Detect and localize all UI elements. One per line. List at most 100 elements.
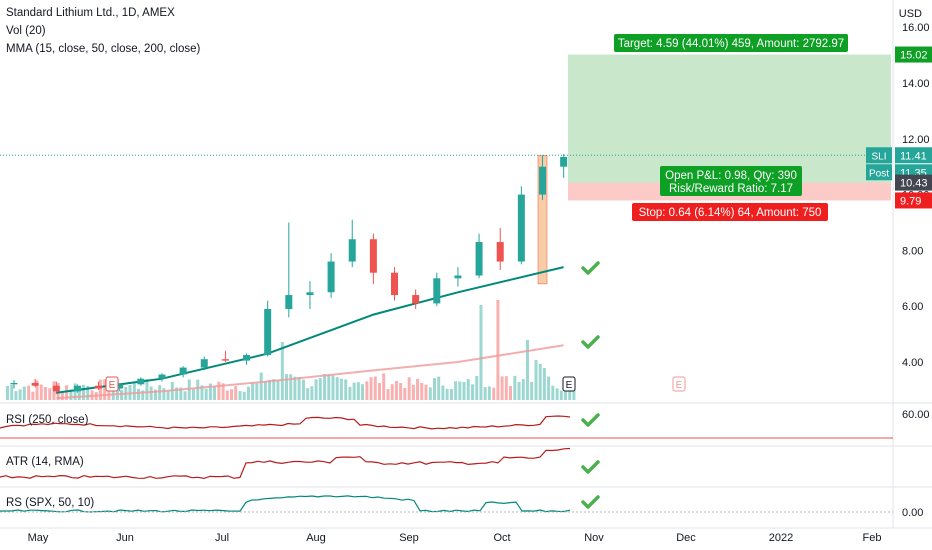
volume-bar xyxy=(246,386,250,400)
candle-body xyxy=(200,359,208,368)
volume-bar xyxy=(183,391,187,400)
volume-bar xyxy=(568,389,572,400)
earnings-marker xyxy=(672,376,686,392)
volume-bar xyxy=(234,386,238,400)
volume-bar xyxy=(293,376,297,400)
volume-bar xyxy=(479,305,483,400)
candle-body xyxy=(264,308,272,356)
volume-bar xyxy=(213,386,217,400)
volume-bar xyxy=(555,388,559,400)
rr-label-text: Risk/Reward Ratio: 7.17 xyxy=(669,183,793,195)
check-icon xyxy=(581,495,600,509)
volume-bar xyxy=(255,383,259,400)
rs-pane-label[interactable]: RS (SPX, 50, 10) xyxy=(6,497,95,509)
candle-body xyxy=(31,382,39,386)
candle-body xyxy=(137,378,145,385)
price-axis[interactable]: 16.0014.0012.0010.008.006.004.0060.000.0… xyxy=(866,22,932,519)
volume-bar xyxy=(449,389,453,400)
volume-bar xyxy=(559,390,563,400)
pnl-label[interactable]: Open P&L: 0.98, Qty: 390 Risk/Reward Rat… xyxy=(660,166,802,196)
volume-bar xyxy=(14,391,18,400)
volume-bar xyxy=(6,385,9,400)
volume-bar xyxy=(394,380,398,400)
volume-bar xyxy=(149,386,153,400)
volume-bar xyxy=(377,383,381,400)
candle-body xyxy=(433,278,441,304)
volume-bar xyxy=(285,374,289,400)
volume-bar xyxy=(407,377,411,400)
sli-price-tag: 11.41 xyxy=(900,150,927,162)
volume-bar xyxy=(77,390,81,400)
entry-price-tag: 10.43 xyxy=(900,178,928,190)
candle-body xyxy=(327,261,335,293)
target-label[interactable]: Target: 4.59 (44.01%) 459, Amount: 2792.… xyxy=(614,34,848,52)
volume-bar xyxy=(424,384,428,400)
time-axis[interactable]: May Jun Jul Aug Sep Oct Nov Dec 2022 Feb xyxy=(28,532,882,544)
candle-body xyxy=(73,385,81,392)
candle-body xyxy=(496,242,504,262)
ticker-tag-bg xyxy=(866,147,892,164)
volume-bar xyxy=(420,382,424,400)
volume-bar xyxy=(310,386,314,400)
candle-body xyxy=(369,239,377,273)
target-label-text: Target: 4.59 (44.01%) 459, Amount: 2792.… xyxy=(618,38,844,50)
volume-bar xyxy=(382,373,386,400)
earnings-marker-label: E xyxy=(109,380,116,391)
volume-bar xyxy=(433,378,436,400)
volume-bar xyxy=(306,388,310,400)
volume-bar xyxy=(352,382,356,400)
volume-bar xyxy=(496,300,500,400)
legend-mma[interactable]: MMA (15, close, 50, close, 200, close) xyxy=(6,43,201,55)
volume-bar xyxy=(504,376,508,400)
legend-title[interactable]: Standard Lithium Ltd., 1D, AMEX xyxy=(6,7,175,19)
candle-body xyxy=(517,194,525,262)
volume-bar xyxy=(525,340,529,400)
time-tick: 2022 xyxy=(769,532,793,544)
stop-price-tag-bg xyxy=(895,192,932,209)
earnings-marker xyxy=(105,376,119,392)
target-price-tag: 15.02 xyxy=(900,50,928,62)
volume-bar xyxy=(458,381,462,400)
volume-bar xyxy=(314,379,318,400)
rsi-pane-label[interactable]: RSI (250, close) xyxy=(6,414,89,426)
volume-bar xyxy=(276,379,280,400)
time-tick: Jul xyxy=(215,532,229,544)
volume-bar xyxy=(339,378,343,400)
time-tick: Sep xyxy=(399,532,419,544)
price-tick: 4.00 xyxy=(902,357,923,369)
atr-pane-label[interactable]: ATR (14, RMA) xyxy=(6,456,84,468)
volume-bar xyxy=(348,386,352,400)
volume-bar xyxy=(208,383,212,400)
target-zone[interactable] xyxy=(568,54,891,183)
volume-bar xyxy=(335,377,339,400)
volume-bar xyxy=(145,379,149,400)
time-tick: Jun xyxy=(116,532,134,544)
candle-body xyxy=(285,295,293,309)
candlestick-series xyxy=(10,154,568,395)
volume-bar xyxy=(18,389,22,400)
volume-bar xyxy=(153,389,157,400)
volume-bar xyxy=(280,342,284,400)
volume-bar xyxy=(272,379,276,400)
volume-bar xyxy=(521,378,525,400)
volume-bar xyxy=(428,387,432,400)
volume-bar xyxy=(221,383,225,400)
candle-body xyxy=(306,292,314,296)
time-tick: Dec xyxy=(676,532,696,544)
check-icon xyxy=(581,413,600,427)
volume-bar xyxy=(103,379,107,400)
legend-volume[interactable]: Vol (20) xyxy=(6,25,46,37)
volume-bar xyxy=(73,383,77,400)
stop-label[interactable]: Stop: 0.64 (6.14%) 64, Amount: 750 xyxy=(632,203,828,221)
volume-bar xyxy=(534,360,538,400)
candle-body xyxy=(348,239,356,262)
earnings-marker xyxy=(562,376,576,392)
volume-bar xyxy=(238,391,242,400)
volume-bar xyxy=(551,385,555,400)
price-tick: 6.00 xyxy=(902,301,923,313)
time-tick: Oct xyxy=(493,532,510,544)
candle-body xyxy=(454,275,462,279)
